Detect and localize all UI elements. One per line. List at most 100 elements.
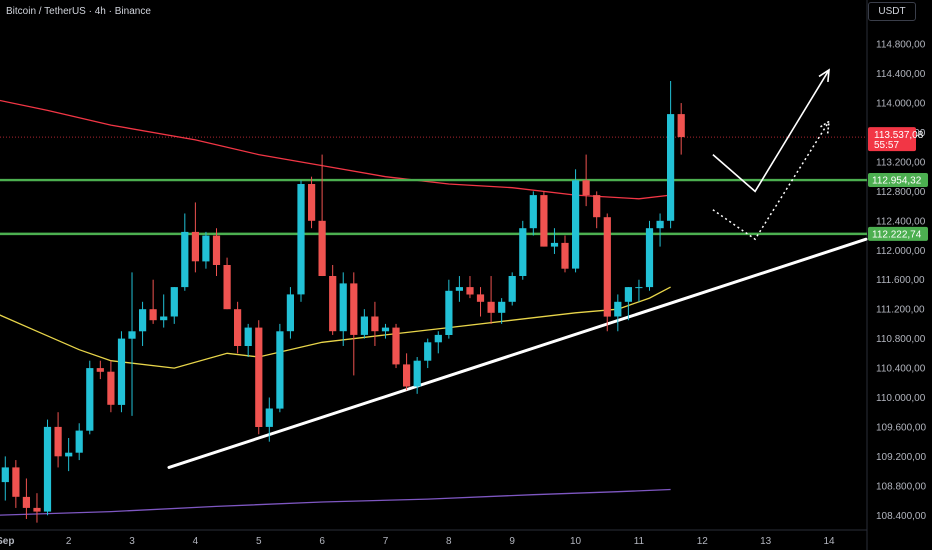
grid [0,0,868,550]
candle [582,154,590,207]
moving-average-line-2 [0,488,671,516]
time-tick-label: 3 [129,536,135,547]
candle [413,357,421,394]
candle-body [656,220,664,229]
price-tick-label: 112.800,00 [876,187,926,198]
candle-body [212,235,221,265]
candle-body [667,114,675,221]
candle [297,180,305,302]
candle-body [139,309,147,332]
time-tick-label: 14 [823,536,835,547]
candle-body [540,195,548,247]
candle [508,272,516,306]
candle-body [43,426,52,512]
projection-arrow-solid [712,69,830,193]
ascending-trendline [167,237,868,469]
candle [96,360,104,380]
candle-body [202,235,210,262]
price-tick-label: 111.200,00 [876,305,925,316]
candle [529,191,537,236]
candle [191,202,199,273]
candle [65,437,73,472]
candle-body [96,368,104,372]
price-tick-label: 108.400,00 [876,511,926,522]
candle [234,301,242,354]
candle [645,220,654,291]
candle-body [255,327,263,427]
time-tick-label: 11 [634,536,645,547]
price-tick-label: 114.400,00 [876,69,926,80]
candle [445,279,453,339]
candle-body [624,287,632,302]
candle-body [614,301,622,317]
projection-arrow-solid-head [818,68,830,82]
time-tick-label: 12 [697,536,709,547]
candle [603,213,611,332]
candle-body [561,242,569,269]
candle [424,338,432,369]
candle [360,309,368,339]
candles [1,80,685,523]
candle-body [22,496,30,508]
candle-body [128,331,136,339]
candle-body [350,283,358,335]
candle-body [65,452,73,457]
candle [455,276,463,302]
candle-body [476,294,485,302]
candle-body [339,283,347,332]
candle-body [286,294,294,332]
last-price-value: 113.537,08 [874,130,924,141]
currency-scale-button[interactable]: USDT [868,2,916,21]
candle [677,103,685,155]
candle-body [33,507,41,512]
candle-body [603,217,611,317]
candle-body [434,334,442,343]
candle [371,301,379,346]
candle-body [329,276,337,332]
candle [107,360,115,413]
candle-body [86,368,94,431]
candle [614,294,622,332]
candle-body [403,364,411,387]
candle [656,213,664,247]
candle-body [572,180,580,269]
candle [1,456,9,501]
trendline-group [167,237,868,469]
time-tick-label: 4 [193,536,199,547]
time-tick-label: 2 [66,536,72,547]
candle [318,154,326,277]
candle [117,331,126,413]
candle-body [191,231,199,262]
price-tick-label: 110.400,00 [876,364,926,375]
time-tick-label: 7 [383,536,389,547]
candle-body [371,316,379,332]
price-tick-label: 108.800,00 [876,481,926,492]
candle [128,272,136,416]
candle [624,287,632,321]
candle-body [107,371,115,405]
price-tick-label: 111.600,00 [876,275,925,286]
candle [139,301,147,346]
candle-body [75,430,83,453]
projection-arrow-dotted [712,121,830,241]
candle-body [392,327,400,365]
candle-body [265,408,273,427]
candle [540,191,548,247]
time-tick-label: 5 [256,536,262,547]
candle-body [381,327,390,332]
candle [434,331,442,354]
price-axis: 114.800,00114.400,00114.000,00113.600,00… [868,40,928,522]
candle [43,419,52,516]
candle-body [498,301,506,313]
candle-body [635,287,643,289]
candle [22,478,30,519]
candle-body [170,287,178,317]
candle-body [12,467,20,497]
level-tag-1 [868,226,928,241]
candle [350,272,358,376]
candle-body [677,114,685,138]
candle [635,279,643,302]
candle-body [297,184,305,295]
time-tick-label: 10 [570,536,582,547]
